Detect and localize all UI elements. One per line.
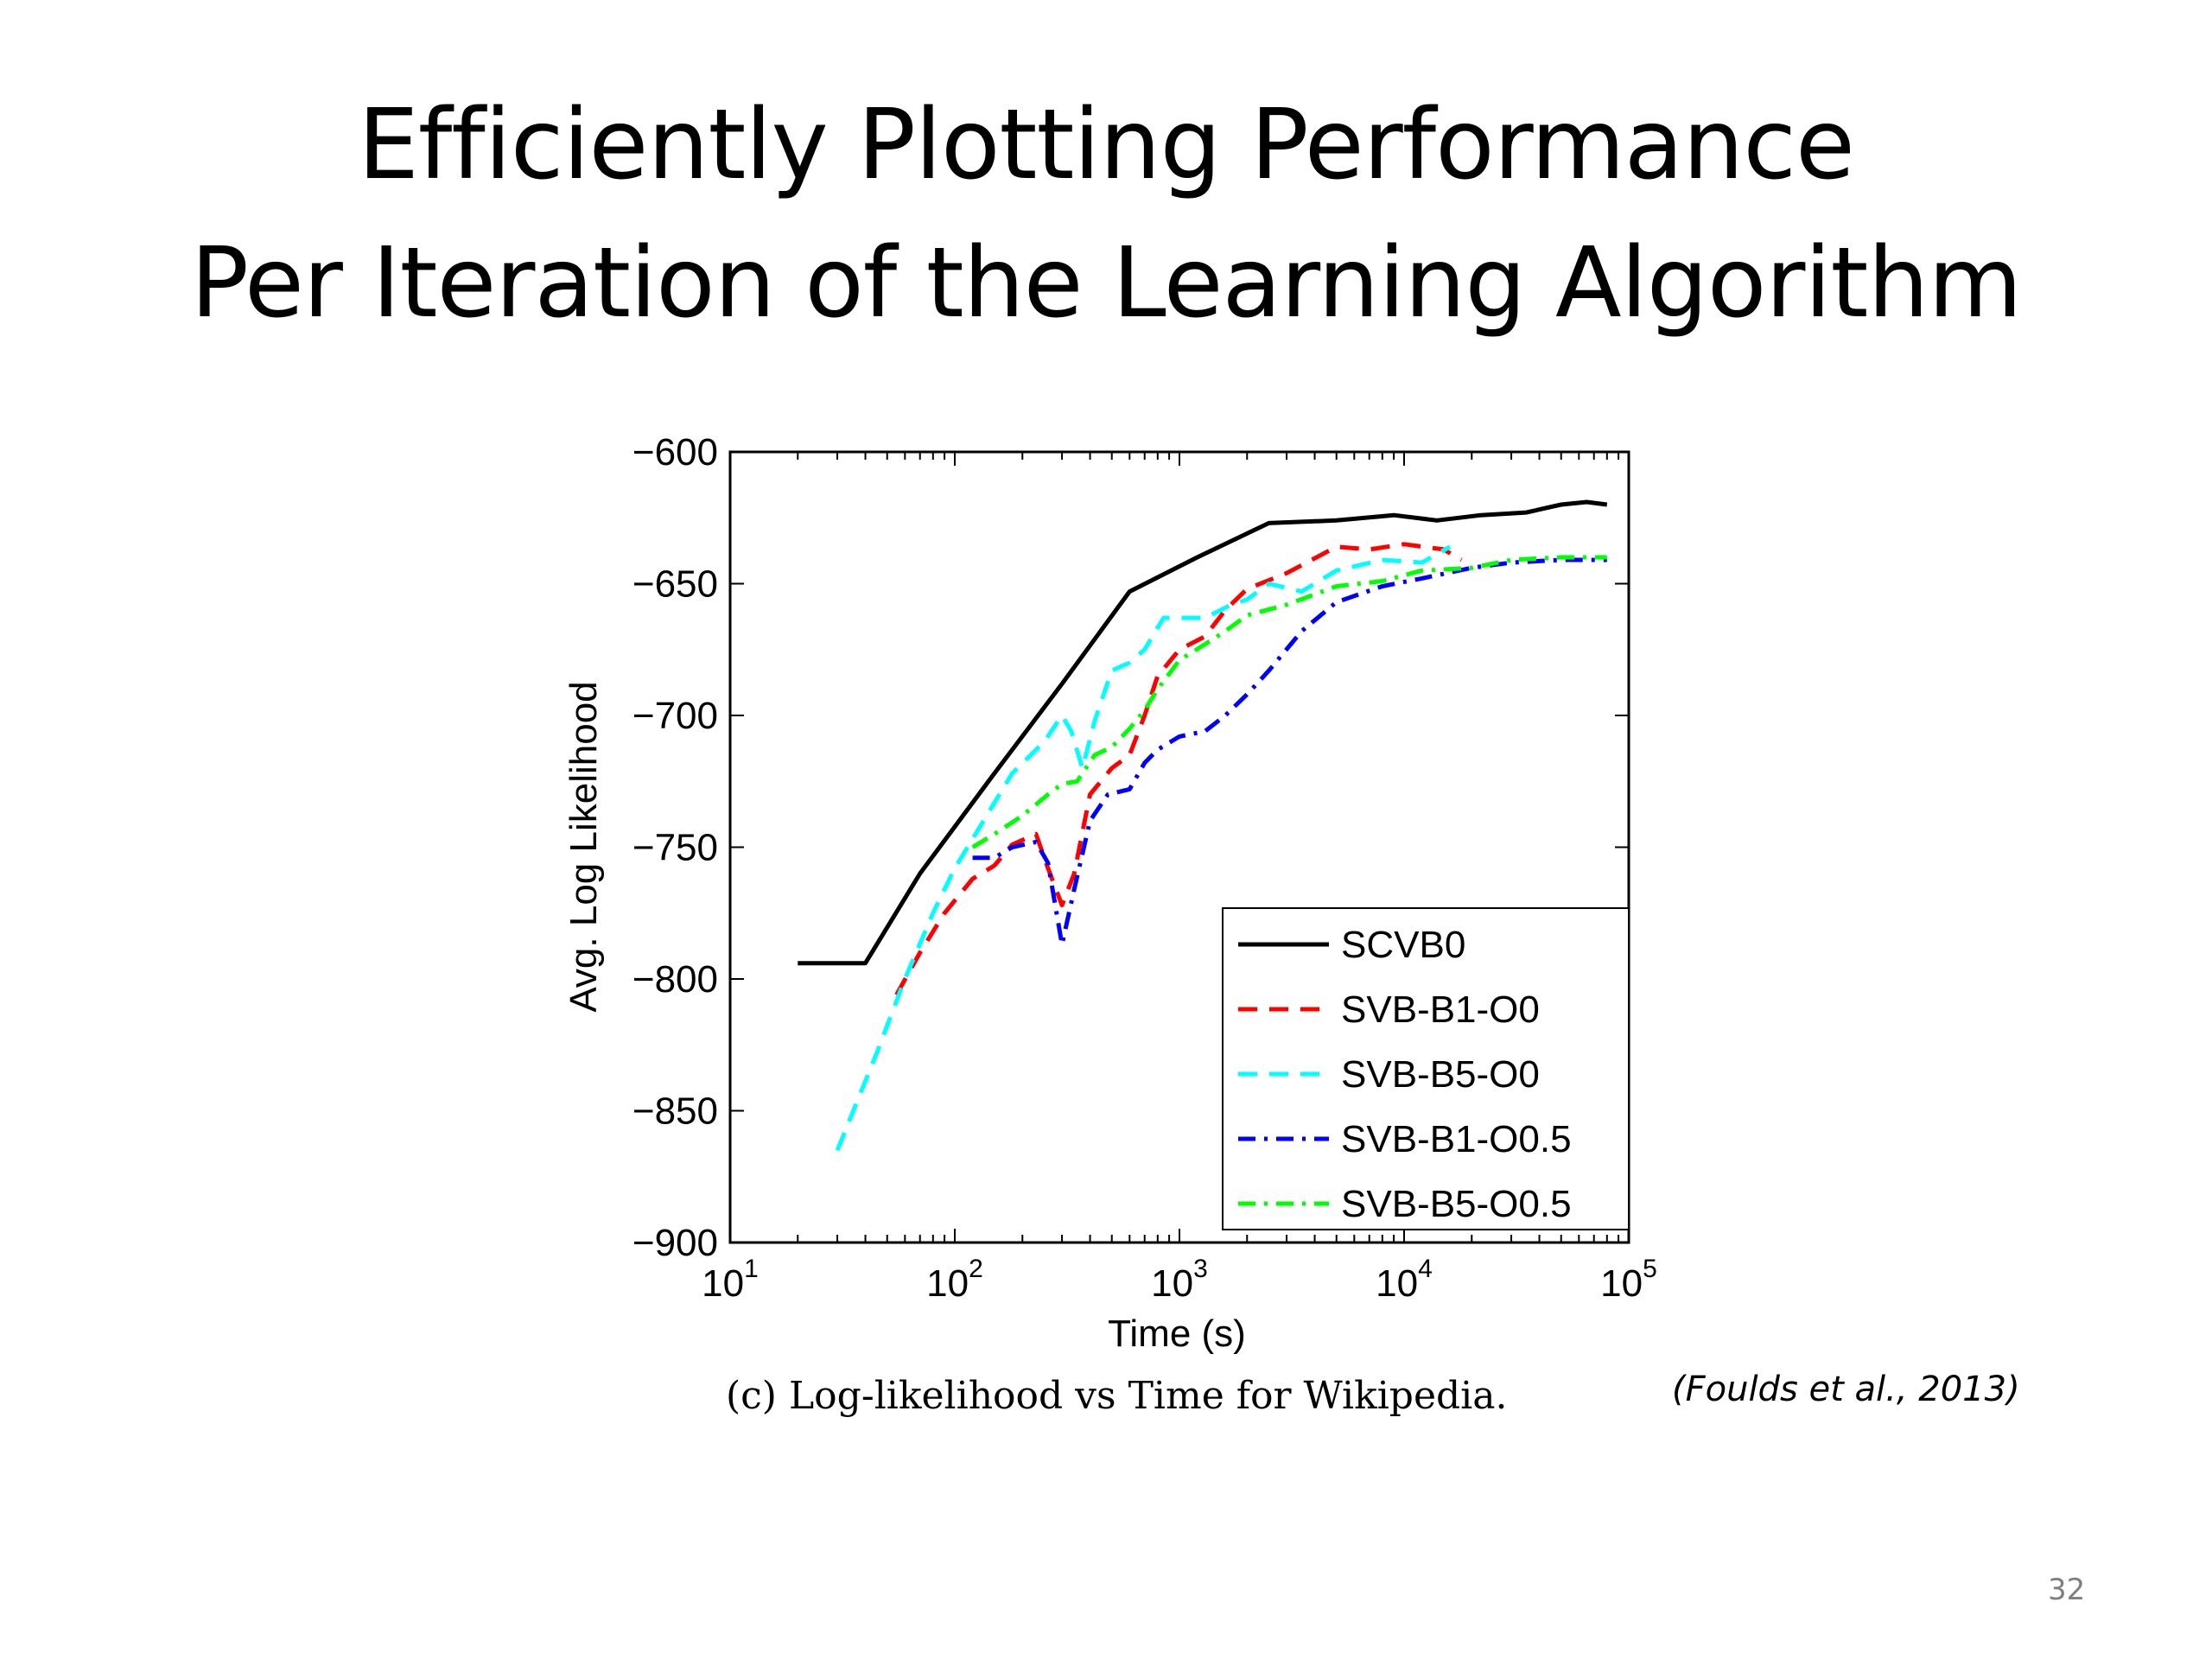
legend-label-3: SVB-B1-O0.5 [1341, 1118, 1572, 1160]
y-tick-label: −600 [632, 431, 718, 474]
legend-label-4: SVB-B5-O0.5 [1341, 1183, 1572, 1225]
x-tick-label: 103 [1151, 1255, 1208, 1305]
series-line-2 [835, 544, 1452, 1152]
page-number: 32 [2048, 1573, 2086, 1607]
y-tick-label: −700 [632, 695, 718, 737]
title-line-1: Efficiently Plotting Performance [358, 89, 1855, 201]
y-tick-label: −750 [632, 827, 718, 869]
y-tick-label: −800 [632, 958, 718, 1001]
legend-label-0: SCVB0 [1341, 924, 1465, 966]
legend-label-1: SVB-B1-O0 [1341, 988, 1540, 1031]
legend: SCVB0 SVB-B1-O0 SVB-B5-O0 SVB-B1-O0.5 SVB-B5… [1222, 907, 1630, 1230]
series-line-4 [971, 555, 1607, 849]
series-line-0 [798, 499, 1608, 966]
y-tick-label: −650 [632, 563, 718, 606]
series-line-3 [972, 557, 1607, 947]
x-tick-label: 101 [702, 1255, 759, 1305]
y-tick-label: −850 [632, 1090, 718, 1133]
x-tick-label: 105 [1600, 1255, 1657, 1305]
x-axis-label: Time (s) [1108, 1313, 1246, 1355]
series-line-1 [894, 542, 1463, 996]
figure-caption: (c) Log-likelihood vs Time for Wikipedia… [726, 1374, 1508, 1418]
x-tick-label: 102 [926, 1255, 983, 1305]
y-axis-label: Avg. Log Likelihood [563, 681, 605, 1012]
slide-title: Efficiently Plotting Performance Per Ite… [0, 76, 2212, 353]
title-line-2: Per Iteration of the Learning Algorithm [190, 227, 2022, 340]
citation: (Foulds et al., 2013) [1672, 1370, 2020, 1409]
legend-label-2: SVB-B5-O0 [1341, 1053, 1540, 1096]
legend-box [1222, 907, 1630, 1230]
x-tick-label: 104 [1376, 1255, 1433, 1305]
y-tick-label: −900 [632, 1222, 718, 1264]
series-layer [798, 499, 1608, 1152]
